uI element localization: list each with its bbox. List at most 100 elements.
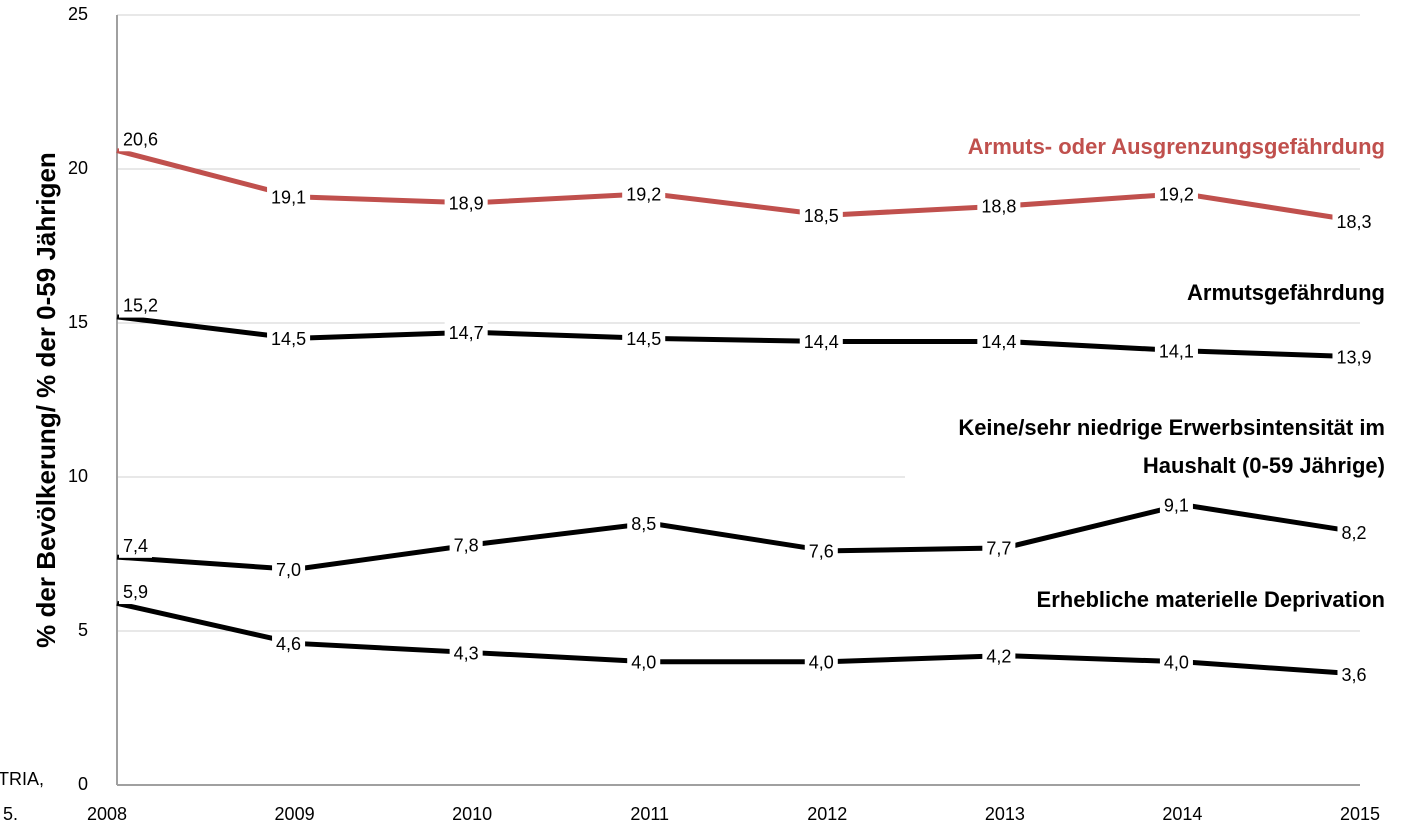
series-name: Keine/sehr niedrige Erwerbsintensität im… <box>905 409 1385 485</box>
data-label-bg <box>804 650 838 675</box>
data-label-group: 14,4 <box>977 330 1021 355</box>
series-line <box>116 314 1361 360</box>
x-tick-label: 2014 <box>1162 804 1202 824</box>
data-label: 14,1 <box>1159 341 1194 361</box>
data-label-group: 14,5 <box>267 327 311 352</box>
y-tick-label: 5 <box>78 620 88 640</box>
data-label-group: 20,6 <box>119 127 163 152</box>
data-label-group: 4,0 <box>1159 650 1193 675</box>
data-label: 14,7 <box>449 323 484 343</box>
data-label-group: 18,9 <box>444 191 488 216</box>
data-label-bg <box>1159 650 1193 675</box>
data-label-bg <box>267 327 311 352</box>
data-label-bg <box>444 320 488 345</box>
data-label: 5,9 <box>123 582 148 602</box>
x-tick-label: 2008 <box>87 804 127 824</box>
data-label-group: 8,5 <box>627 511 661 536</box>
data-label-bg <box>272 632 306 657</box>
data-label: 7,7 <box>986 539 1011 559</box>
data-label-group: 4,3 <box>449 641 483 666</box>
data-label: 4,0 <box>631 653 656 673</box>
data-label-bg <box>1332 210 1376 235</box>
series-name: Erhebliche materielle Deprivation <box>1036 581 1385 619</box>
data-label-group: 4,2 <box>982 644 1016 669</box>
data-label-group: 8,2 <box>1337 521 1371 546</box>
data-label-bg <box>444 191 488 216</box>
data-label-group: 4,0 <box>804 650 838 675</box>
data-label-bg <box>977 330 1021 355</box>
data-label: 15,2 <box>123 296 158 316</box>
data-label-bg <box>622 182 666 207</box>
data-label-bg <box>1332 345 1376 370</box>
x-tick-label: 2015 <box>1340 804 1380 824</box>
data-label-bg <box>1337 521 1371 546</box>
data-label: 14,4 <box>804 332 839 352</box>
data-label-bg <box>119 580 153 605</box>
y-tick-label: 15 <box>68 312 88 332</box>
data-label-bg <box>627 511 661 536</box>
data-label-bg <box>119 127 163 152</box>
data-label-bg <box>622 327 666 352</box>
data-label-bg <box>982 644 1016 669</box>
data-label-group: 9,1 <box>1159 493 1193 518</box>
data-label-group: 14,4 <box>799 330 843 355</box>
data-label-bg <box>982 536 1016 561</box>
data-label-group: 7,6 <box>804 539 838 564</box>
series-name: Armutsgefährdung <box>1187 274 1385 312</box>
data-label: 19,2 <box>1159 184 1194 204</box>
data-label-group: 14,1 <box>1154 339 1198 364</box>
data-label-group: 14,7 <box>444 320 488 345</box>
y-tick-label: 10 <box>68 466 88 486</box>
data-label: 19,2 <box>626 184 661 204</box>
data-label-bg <box>119 293 163 318</box>
y-tick-label: 20 <box>68 158 88 178</box>
data-label: 7,4 <box>123 536 148 556</box>
data-label-bg <box>1159 493 1193 518</box>
data-label: 19,1 <box>271 187 306 207</box>
data-label: 8,5 <box>631 514 656 534</box>
data-label: 3,6 <box>1341 665 1366 685</box>
data-label-group: 4,6 <box>272 632 306 657</box>
data-label: 7,0 <box>276 560 301 580</box>
data-label: 18,5 <box>804 206 839 226</box>
y-axis-label: % der Bevölkerung/ % der 0-59 Jährigen <box>31 152 61 648</box>
data-label-bg <box>1154 339 1198 364</box>
data-label-group: 5,9 <box>119 580 153 605</box>
data-label: 14,5 <box>626 329 661 349</box>
data-label-group: 13,9 <box>1332 345 1376 370</box>
data-label-bg <box>627 650 661 675</box>
data-label: 18,3 <box>1336 212 1371 232</box>
data-label-group: 7,8 <box>449 533 483 558</box>
data-label: 9,1 <box>1164 495 1189 515</box>
x-tick-label: 2010 <box>452 804 492 824</box>
data-label-bg <box>119 533 153 558</box>
data-label-group: 18,8 <box>977 194 1021 219</box>
x-tick-label: 2012 <box>807 804 847 824</box>
data-label: 13,9 <box>1336 348 1371 368</box>
y-tick-label: 25 <box>68 4 88 24</box>
data-label: 7,8 <box>454 536 479 556</box>
data-label-bg <box>449 641 483 666</box>
data-label: 18,9 <box>449 194 484 214</box>
data-label: 20,6 <box>123 129 158 149</box>
data-label-group: 7,4 <box>119 533 153 558</box>
annotation: 5. <box>3 804 18 824</box>
data-label: 4,2 <box>986 646 1011 666</box>
data-label-group: 15,2 <box>119 293 163 318</box>
data-label-group: 18,5 <box>799 203 843 228</box>
data-label-bg <box>799 203 843 228</box>
data-label: 4,0 <box>809 653 834 673</box>
data-label: 8,2 <box>1341 523 1366 543</box>
data-label-bg <box>804 539 838 564</box>
data-label: 14,5 <box>271 329 306 349</box>
data-label: 4,0 <box>1164 653 1189 673</box>
data-label-group: 14,5 <box>622 327 666 352</box>
data-label-bg <box>272 558 306 583</box>
data-label: 4,3 <box>454 643 479 663</box>
data-label: 7,6 <box>809 542 834 562</box>
data-label-bg <box>1337 662 1371 687</box>
series-name: Armuts- oder Ausgrenzungsgefährdung <box>967 128 1385 166</box>
data-label-group: 4,0 <box>627 650 661 675</box>
data-label: 14,4 <box>981 332 1016 352</box>
data-label-group: 7,7 <box>982 536 1016 561</box>
